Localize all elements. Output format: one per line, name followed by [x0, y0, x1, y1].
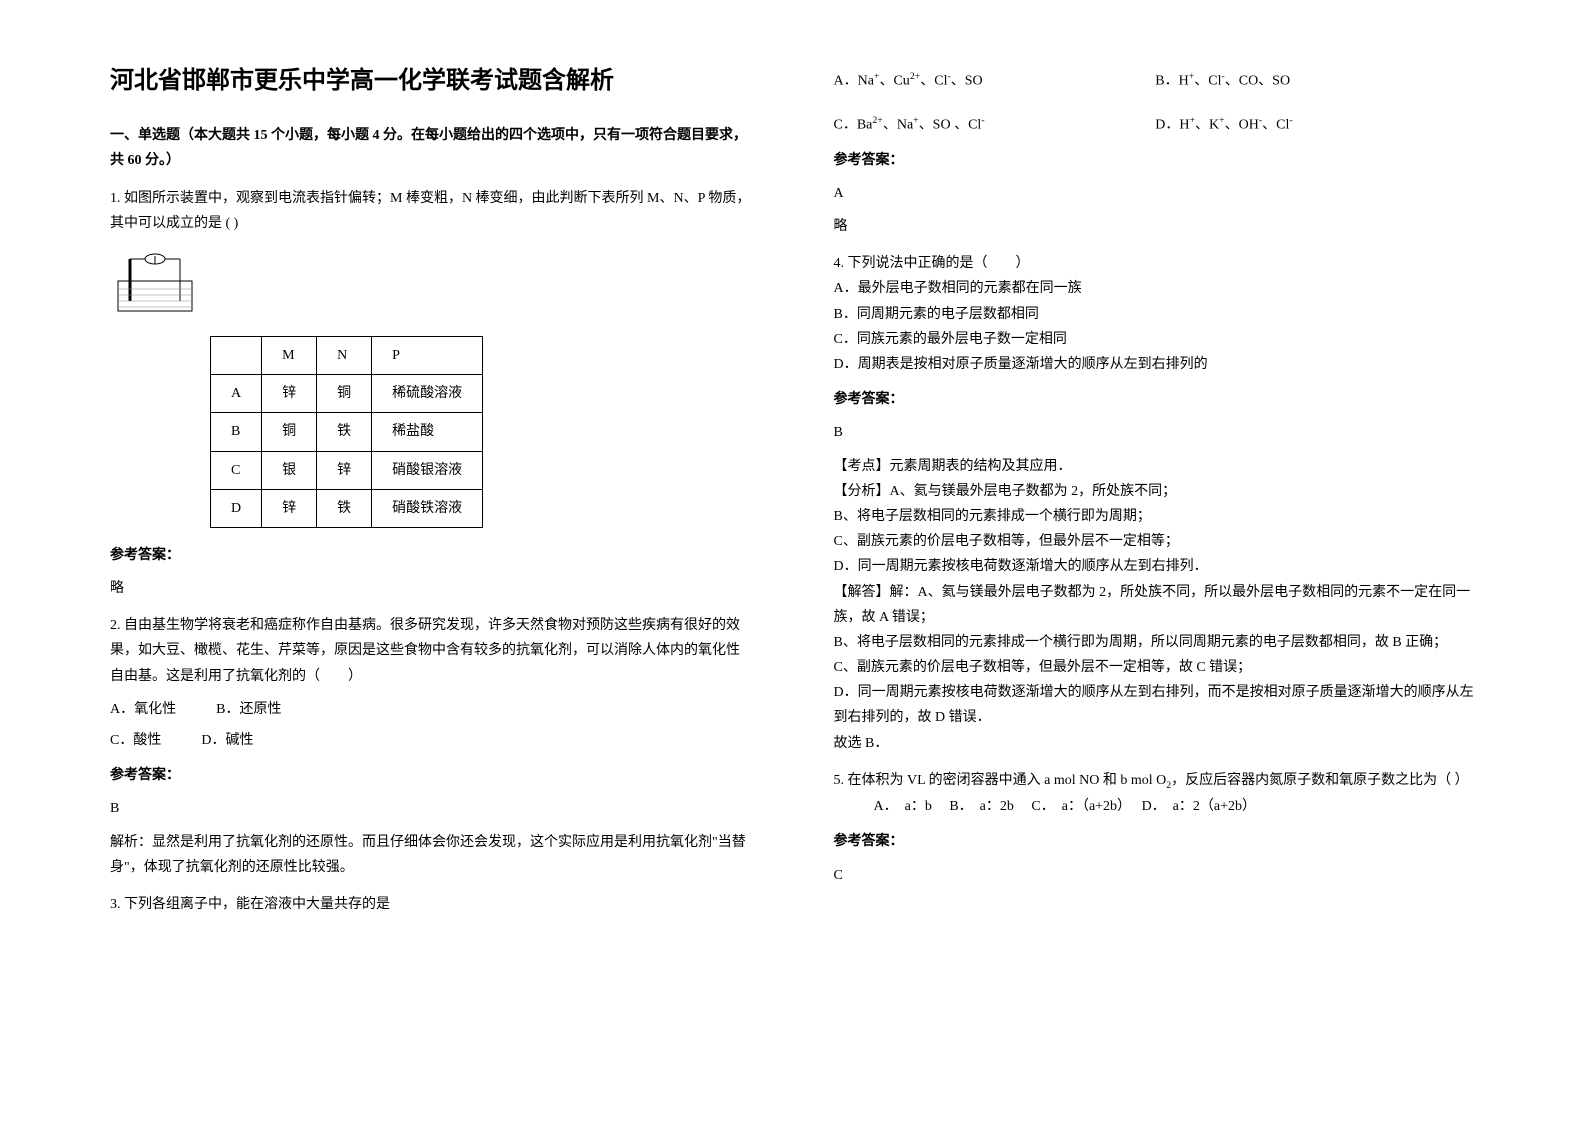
option-b: B． a：2b — [949, 799, 1014, 814]
answer-content: 略 — [834, 214, 1478, 239]
td: A — [211, 375, 262, 413]
analysis-label: 【分析】A、氦与镁最外层电子数都为 2，所处族不同； — [834, 479, 1478, 504]
table-header-row: M N P — [211, 336, 483, 374]
question-text: 1. 如图所示装置中，观察到电流表指针偏转；M 棒变粗，N 棒变细，由此判断下表… — [110, 186, 754, 236]
table-row: A 锌 铜 稀硫酸溶液 — [211, 375, 483, 413]
answer-content: C — [834, 863, 1478, 888]
table-row: B 铜 铁 稀盐酸 — [211, 413, 483, 451]
th: N — [317, 336, 372, 374]
question-2: 2. 自由基生物学将衰老和癌症称作自由基病。很多研究发现，许多天然食物对预防这些… — [110, 613, 754, 880]
question-text: 4. 下列说法中正确的是（ ） — [834, 251, 1478, 276]
question-text: 5. 在体积为 VL 的密闭容器中通入 a mol NO 和 b mol O2，… — [834, 768, 1478, 794]
question-1: 1. 如图所示装置中，观察到电流表指针偏转；M 棒变粗，N 棒变细，由此判断下表… — [110, 186, 754, 602]
question-text: 3. 下列各组离子中，能在溶液中大量共存的是 — [110, 892, 754, 917]
explain-d: D．同一周期元素按核电荷数逐渐增大的顺序从左到右排列，而不是按相对原子质量逐渐增… — [834, 680, 1478, 730]
option-d: D．H+、K+、OH-、Cl- — [1155, 112, 1477, 138]
option-b: B．同周期元素的电子层数都相同 — [834, 302, 1478, 327]
page-title: 河北省邯郸市更乐中学高一化学联考试题含解析 — [110, 60, 754, 103]
th: M — [262, 336, 317, 374]
td: 锌 — [262, 375, 317, 413]
section-header: 一、单选题（本大题共 15 个小题，每小题 4 分。在每小题给出的四个选项中，只… — [110, 123, 754, 173]
explain-c: C、副族元素的价层电子数相等，但最外层不一定相等，故 C 错误； — [834, 655, 1478, 680]
td: C — [211, 451, 262, 489]
answer-content: 略 — [110, 576, 754, 601]
q1-table: M N P A 锌 铜 稀硫酸溶液 B 铜 铁 稀盐酸 C 银 锌 硝酸银溶液 — [210, 336, 483, 528]
option-c: C． a：（a+2b） — [1031, 799, 1124, 814]
explain-b: B、将电子层数相同的元素排成一个横行即为周期，所以同周期元素的电子层数都相同，故… — [834, 630, 1478, 655]
td: 稀盐酸 — [372, 413, 483, 451]
analysis-text: 解析：显然是利用了抗氧化剂的还原性。而且仔细体会你还会发现，这个实际应用是利用抗… — [110, 830, 754, 880]
device-diagram — [110, 251, 200, 321]
answer-content: A — [834, 181, 1478, 206]
option-d: D．碱性 — [201, 728, 253, 753]
answer-content: B — [110, 796, 754, 821]
option-b: B．H+、Cl-、CO、SO — [1155, 68, 1477, 94]
td: D — [211, 489, 262, 527]
option-c: C．酸性 — [110, 728, 161, 753]
answer-label: 参考答案： — [834, 387, 1478, 412]
explain-a: 【解答】解：A、氦与镁最外层电子数都为 2，所处族不同，所以最外层电子数相同的元… — [834, 580, 1478, 630]
td: 硝酸铁溶液 — [372, 489, 483, 527]
td: 铁 — [317, 413, 372, 451]
td: 硝酸银溶液 — [372, 451, 483, 489]
td: 锌 — [262, 489, 317, 527]
td: B — [211, 413, 262, 451]
answer-label: 参考答案： — [834, 829, 1478, 854]
th — [211, 336, 262, 374]
answer-label: 参考答案： — [110, 763, 754, 788]
th: P — [372, 336, 483, 374]
option-a: A． a：b — [874, 799, 932, 814]
question-text: 2. 自由基生物学将衰老和癌症称作自由基病。很多研究发现，许多天然食物对预防这些… — [110, 613, 754, 689]
answer-label: 参考答案： — [834, 148, 1478, 173]
option-c: C．Ba2+、Na+、SO 、Cl- — [834, 112, 1156, 138]
analysis-c: C、副族元素的价层电子数相等，但最外层不一定相等； — [834, 529, 1478, 554]
option-d: D．周期表是按相对原子质量逐渐增大的顺序从左到右排列的 — [834, 352, 1478, 377]
td: 铜 — [317, 375, 372, 413]
td: 锌 — [317, 451, 372, 489]
point-label: 【考点】元素周期表的结构及其应用． — [834, 454, 1478, 479]
table-row: C 银 锌 硝酸银溶液 — [211, 451, 483, 489]
analysis-d: D．同一周期元素按核电荷数逐渐增大的顺序从左到右排列． — [834, 554, 1478, 579]
answer-content: B — [834, 420, 1478, 445]
td: 铜 — [262, 413, 317, 451]
options-row: A． a：b B． a：2b C． a：（a+2b） D． a：2（a+2b） — [874, 794, 1478, 819]
option-d: D． a：2（a+2b） — [1142, 799, 1256, 814]
option-a: A．最外层电子数相同的元素都在同一族 — [834, 276, 1478, 301]
question-3: 3. 下列各组离子中，能在溶液中大量共存的是 — [110, 892, 754, 917]
table-row: D 锌 铁 硝酸铁溶液 — [211, 489, 483, 527]
option-a: A．Na+、Cu2+、Cl-、SO — [834, 68, 1156, 94]
answer-label: 参考答案： — [110, 543, 754, 568]
option-c: C．同族元素的最外层电子数一定相同 — [834, 327, 1478, 352]
td: 稀硫酸溶液 — [372, 375, 483, 413]
option-a: A．氧化性 — [110, 697, 176, 722]
td: 铁 — [317, 489, 372, 527]
td: 银 — [262, 451, 317, 489]
analysis-b: B、将电子层数相同的元素排成一个横行即为周期； — [834, 504, 1478, 529]
question-4: 4. 下列说法中正确的是（ ） A．最外层电子数相同的元素都在同一族 B．同周期… — [834, 251, 1478, 756]
question-5: 5. 在体积为 VL 的密闭容器中通入 a mol NO 和 b mol O2，… — [834, 768, 1478, 888]
option-b: B．还原性 — [216, 697, 281, 722]
conclusion: 故选 B． — [834, 731, 1478, 756]
